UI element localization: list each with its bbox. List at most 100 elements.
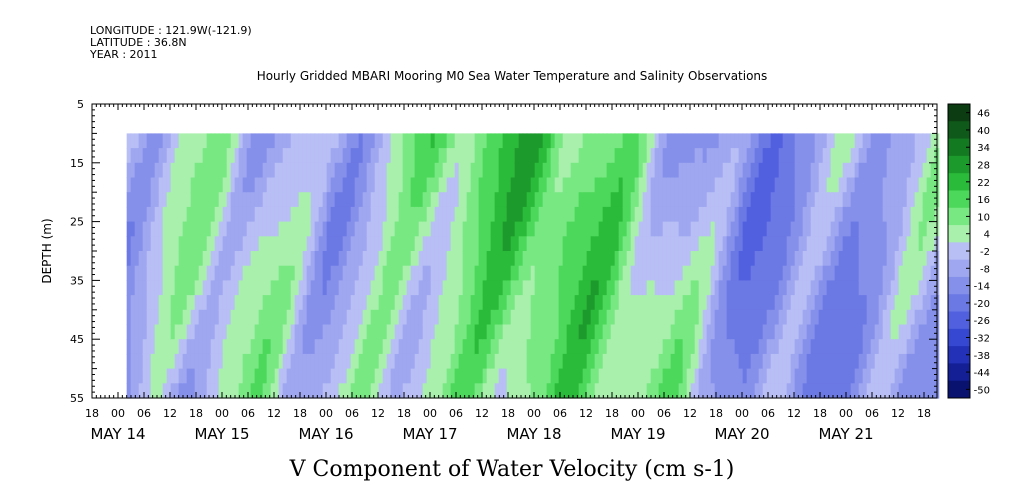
- heatmap-cell: [822, 383, 828, 399]
- heatmap-cell: [426, 221, 432, 237]
- heatmap-cell: [142, 295, 148, 311]
- heatmap-cell: [382, 192, 388, 208]
- heatmap-cell: [658, 162, 664, 179]
- heatmap-cell: [506, 162, 512, 179]
- heatmap-cell: [170, 324, 176, 340]
- heatmap-cell: [130, 324, 136, 340]
- heatmap-cell: [798, 206, 804, 223]
- heatmap-cell: [402, 148, 408, 164]
- heatmap-cell: [590, 221, 596, 237]
- heatmap-cell: [546, 177, 552, 193]
- heatmap-cell: [782, 339, 788, 355]
- heatmap-cell: [918, 265, 924, 281]
- heatmap-cell: [386, 133, 392, 149]
- heatmap-cell: [346, 236, 352, 252]
- heatmap-cell: [674, 206, 680, 223]
- heatmap-cell: [194, 324, 200, 340]
- heatmap-cell: [878, 383, 884, 399]
- heatmap-cell: [614, 265, 620, 281]
- heatmap-cell: [790, 236, 796, 252]
- heatmap-cell: [658, 192, 664, 208]
- heatmap-cell: [186, 265, 192, 281]
- heatmap-cell: [294, 309, 300, 326]
- heatmap-cell: [566, 295, 572, 311]
- heatmap-cell: [358, 192, 364, 208]
- heatmap-cell: [714, 206, 720, 223]
- heatmap-cell: [890, 133, 896, 149]
- heatmap-cell: [530, 162, 536, 179]
- heatmap-cell: [850, 295, 856, 311]
- heatmap-cell: [838, 236, 844, 252]
- heatmap-cell: [170, 206, 176, 223]
- heatmap-cell: [326, 280, 332, 296]
- heatmap-cell: [322, 251, 328, 267]
- heatmap-cell: [542, 236, 548, 252]
- heatmap-cell: [602, 280, 608, 296]
- heatmap-cell: [206, 339, 212, 355]
- heatmap-cell: [718, 265, 724, 281]
- heatmap-cell: [646, 162, 652, 179]
- heatmap-cell: [442, 148, 448, 164]
- heatmap-cell: [826, 206, 832, 223]
- heatmap-cell: [382, 206, 388, 223]
- heatmap-cell: [394, 324, 400, 340]
- heatmap-cell: [346, 265, 352, 281]
- heatmap-cell: [678, 280, 684, 296]
- heatmap-cell: [630, 148, 636, 164]
- heatmap-cell: [326, 324, 332, 340]
- heatmap-cell: [262, 383, 268, 399]
- heatmap-cell: [154, 324, 160, 340]
- heatmap-cell: [566, 236, 572, 252]
- heatmap-cell: [158, 251, 164, 267]
- heatmap-cell: [126, 280, 132, 296]
- heatmap-cell: [566, 324, 572, 340]
- heatmap-cell: [486, 221, 492, 237]
- heatmap-cell: [514, 148, 520, 164]
- heatmap-cell: [374, 221, 380, 237]
- heatmap-cell: [274, 324, 280, 340]
- heatmap-cell: [270, 221, 276, 237]
- heatmap-cell: [326, 177, 332, 193]
- heatmap-cell: [398, 192, 404, 208]
- x-hour-label: 12: [787, 407, 801, 420]
- heatmap-cell: [146, 251, 152, 267]
- heatmap-cell: [214, 353, 220, 370]
- heatmap-cell: [262, 251, 268, 267]
- heatmap-cell: [558, 221, 564, 237]
- heatmap-cell: [890, 236, 896, 252]
- heatmap-cell: [490, 162, 496, 179]
- heatmap-cell: [142, 265, 148, 281]
- heatmap-cell: [310, 133, 316, 149]
- heatmap-cell: [178, 339, 184, 355]
- heatmap-cell: [446, 236, 452, 252]
- heatmap-cell: [234, 192, 240, 208]
- heatmap-cell: [442, 177, 448, 193]
- heatmap-cell: [530, 265, 536, 281]
- heatmap-cell: [558, 236, 564, 252]
- heatmap-cell: [698, 162, 704, 179]
- heatmap-cell: [354, 368, 360, 384]
- heatmap-cell: [342, 177, 348, 193]
- heatmap-cell: [486, 251, 492, 267]
- heatmap-cell: [650, 368, 656, 384]
- heatmap-cell: [186, 251, 192, 267]
- heatmap-cell: [302, 177, 308, 193]
- heatmap-cell: [770, 309, 776, 326]
- heatmap-cell: [742, 148, 748, 164]
- heatmap-cell: [630, 236, 636, 252]
- heatmap-cell: [526, 295, 532, 311]
- heatmap-cell: [498, 148, 504, 164]
- heatmap-cell: [630, 339, 636, 355]
- heatmap-cell: [462, 383, 468, 399]
- heatmap-cell: [634, 280, 640, 296]
- heatmap-cell: [638, 236, 644, 252]
- heatmap-cell: [866, 177, 872, 193]
- heatmap-cell: [362, 206, 368, 223]
- heatmap-cell: [550, 206, 556, 223]
- heatmap-cell: [342, 148, 348, 164]
- heatmap-cell: [166, 368, 172, 384]
- heatmap-cell: [550, 353, 556, 370]
- heatmap-cell: [158, 206, 164, 223]
- heatmap-cell: [910, 192, 916, 208]
- heatmap-cell: [502, 133, 508, 149]
